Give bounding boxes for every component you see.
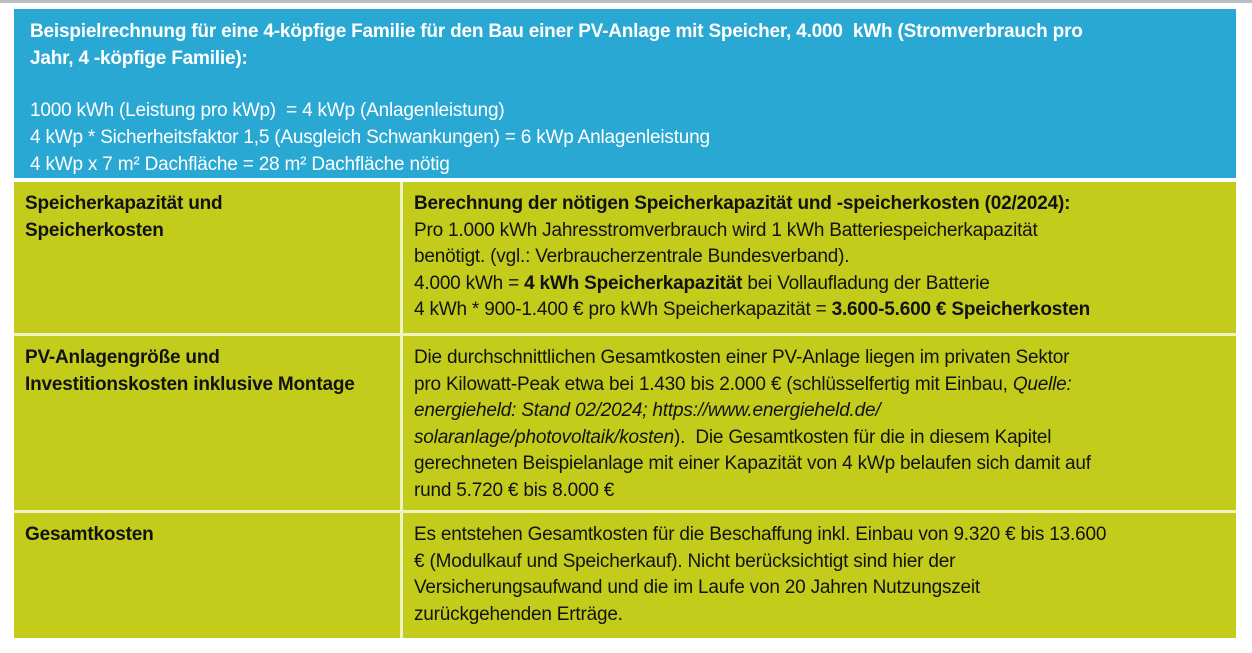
row-label-pv-anlagengroesse: PV-Anlagengröße und Investitionskosten in… <box>14 336 400 510</box>
row-label-speicherkapazitaet: Speicherkapazität und Speicherkosten <box>14 182 400 333</box>
row-content-pv-anlagengroesse: Die durchschnittlichen Gesamtkosten eine… <box>403 336 1236 510</box>
window-edge-line <box>0 0 1252 3</box>
row-content-gesamtkosten: Es entstehen Gesamtkosten für die Bescha… <box>403 513 1236 638</box>
intro-box: Beispielrechnung für eine 4-köpfige Fami… <box>14 9 1236 178</box>
cost-table: Speicherkapazität und Speicherkosten Bere… <box>14 182 1236 638</box>
intro-title: Beispielrechnung für eine 4-köpfige Fami… <box>30 21 1083 69</box>
row-label-gesamtkosten: Gesamtkosten <box>14 513 400 638</box>
row-content-speicherkapazitaet: Berechnung der nötigen Speicherkapazität… <box>403 182 1236 333</box>
intro-calculation-lines: 1000 kWh (Leistung pro kWp) = 4 kWp (Anl… <box>30 100 710 175</box>
